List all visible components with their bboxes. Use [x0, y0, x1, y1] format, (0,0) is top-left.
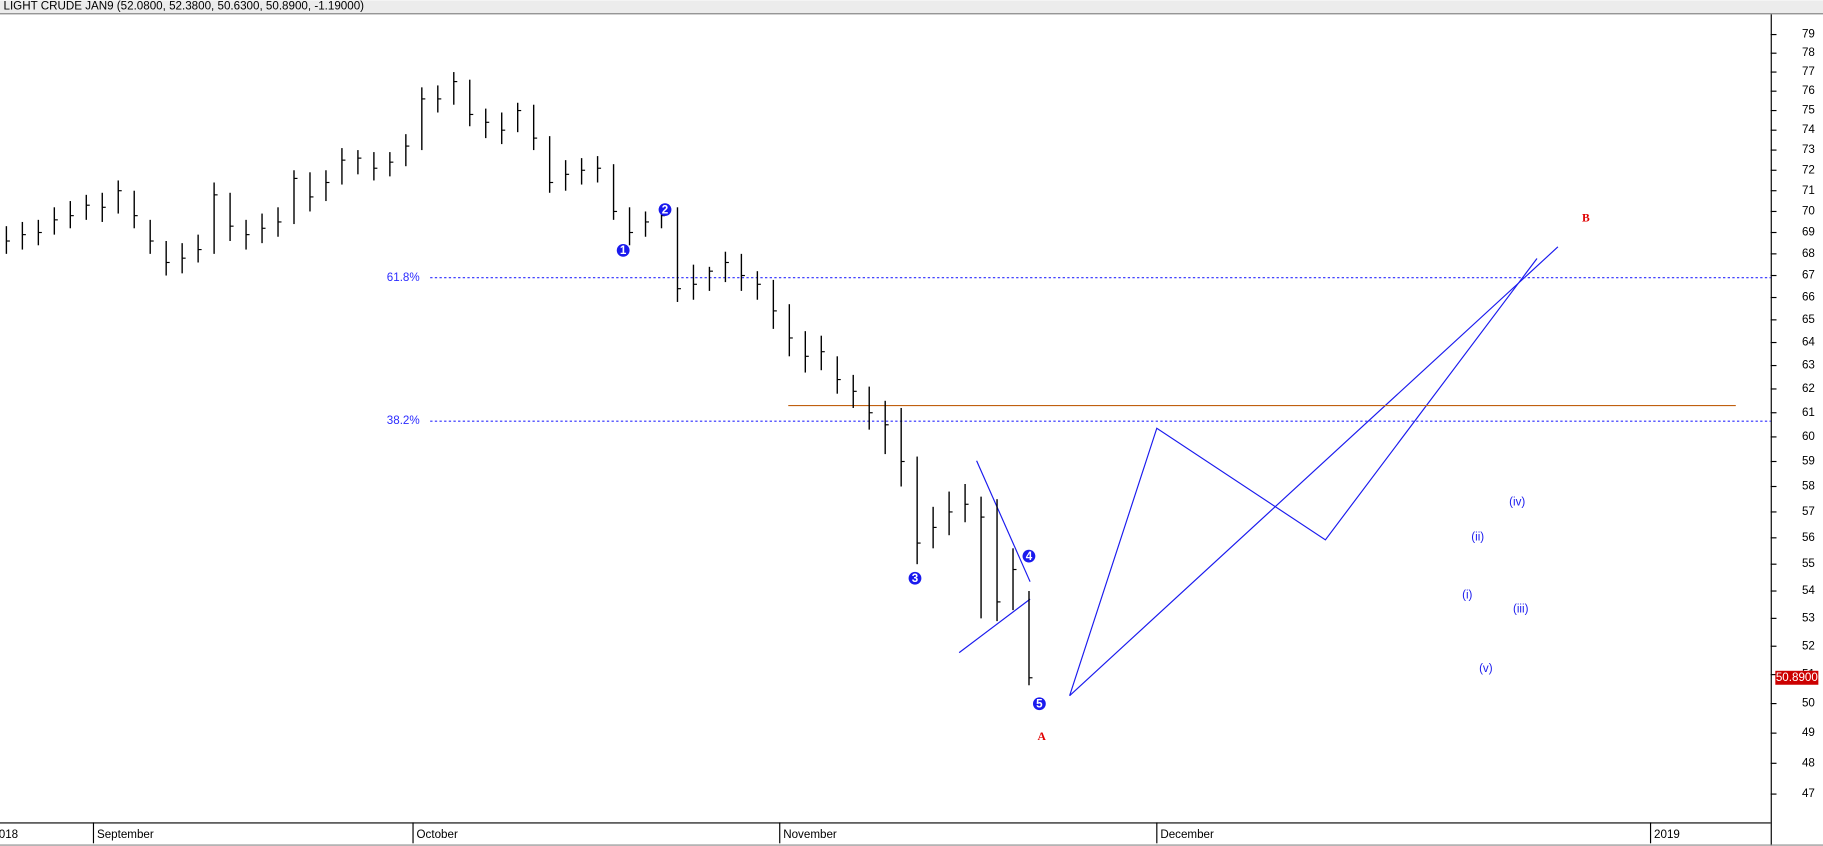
y-tick-label: 56 [1802, 531, 1815, 544]
y-tick-label: 63 [1802, 359, 1815, 372]
x-tick-label: 2019 [1654, 828, 1680, 841]
wave-marker [658, 203, 672, 217]
wave-label: B [1582, 212, 1590, 225]
y-tick-label: 73 [1802, 143, 1815, 156]
wave-label: (ii) [1471, 531, 1484, 544]
y-tick-label: 66 [1802, 291, 1815, 304]
y-tick-label: 52 [1802, 639, 1815, 652]
y-tick-label: 54 [1802, 584, 1815, 597]
wave-label: 5 [1036, 697, 1043, 710]
wave-marker [908, 571, 922, 585]
last-price-box [1775, 670, 1819, 685]
y-tick-label: 62 [1802, 382, 1815, 395]
y-tick-label: 50 [1802, 697, 1815, 710]
x-tick-label: September [97, 828, 154, 841]
y-tick-label: 67 [1802, 269, 1815, 282]
wave-label: (iv) [1509, 496, 1525, 509]
triangle-lower [958, 598, 1031, 654]
title-bar [0, 0, 1823, 14]
wave-marker [1022, 549, 1036, 563]
wave-label: (i) [1462, 589, 1472, 602]
wave-label: 4 [1026, 550, 1033, 563]
y-tick-label: 59 [1802, 455, 1815, 468]
projection-lines [958, 246, 1559, 697]
wave-marker [1032, 697, 1046, 711]
wave-label: 1 [620, 244, 627, 257]
y-tick-label: 60 [1802, 430, 1815, 443]
y-tick-label: 57 [1802, 505, 1815, 518]
fib-label: 38.2% [387, 414, 420, 427]
y-tick-label: 78 [1802, 46, 1815, 59]
wave-label: 3 [912, 572, 919, 585]
projection-path [1069, 258, 1538, 696]
y-tick-label: 53 [1802, 611, 1815, 624]
y-tick-label: 71 [1802, 184, 1815, 197]
y-tick-label: 70 [1802, 205, 1815, 218]
y-tick-label: 55 [1802, 557, 1815, 570]
wave-label: 2 [662, 203, 668, 216]
price-bars [5, 72, 1033, 686]
wave-marker [616, 243, 630, 257]
y-tick-label: 76 [1802, 84, 1815, 97]
x-tick-label: October [417, 828, 458, 841]
x-tick-label: December [1160, 828, 1214, 841]
triangle-upper [976, 460, 1031, 582]
fib-label: 61.8% [387, 271, 420, 284]
x-tick-label: November [783, 828, 837, 841]
y-tick-label: 47 [1802, 787, 1815, 800]
last-price-label: 50.8900 [1776, 671, 1818, 684]
y-tick-label: 68 [1802, 247, 1815, 260]
projection-channel [1069, 246, 1559, 697]
wave-label: (iii) [1513, 603, 1529, 616]
wave-label: (v) [1479, 662, 1493, 675]
y-tick-label: 72 [1802, 163, 1815, 176]
y-tick-label: 64 [1802, 336, 1815, 349]
y-tick-label: 79 [1802, 28, 1815, 41]
wave-label: A [1038, 730, 1047, 743]
y-tick-label: 74 [1802, 123, 1815, 136]
y-tick-label: 61 [1802, 406, 1815, 419]
y-tick-label: 77 [1802, 65, 1815, 78]
y-tick-label: 48 [1802, 756, 1815, 769]
chart-title: LIGHT CRUDE JAN9 (52.0800, 52.3800, 50.6… [3, 0, 364, 12]
x-tick-label: 2018 [0, 828, 18, 841]
y-tick-label: 65 [1802, 313, 1815, 326]
y-tick-label: 49 [1802, 726, 1815, 739]
y-tick-label: 69 [1802, 226, 1815, 239]
y-tick-label: 58 [1802, 480, 1815, 493]
y-tick-label: 75 [1802, 104, 1815, 117]
